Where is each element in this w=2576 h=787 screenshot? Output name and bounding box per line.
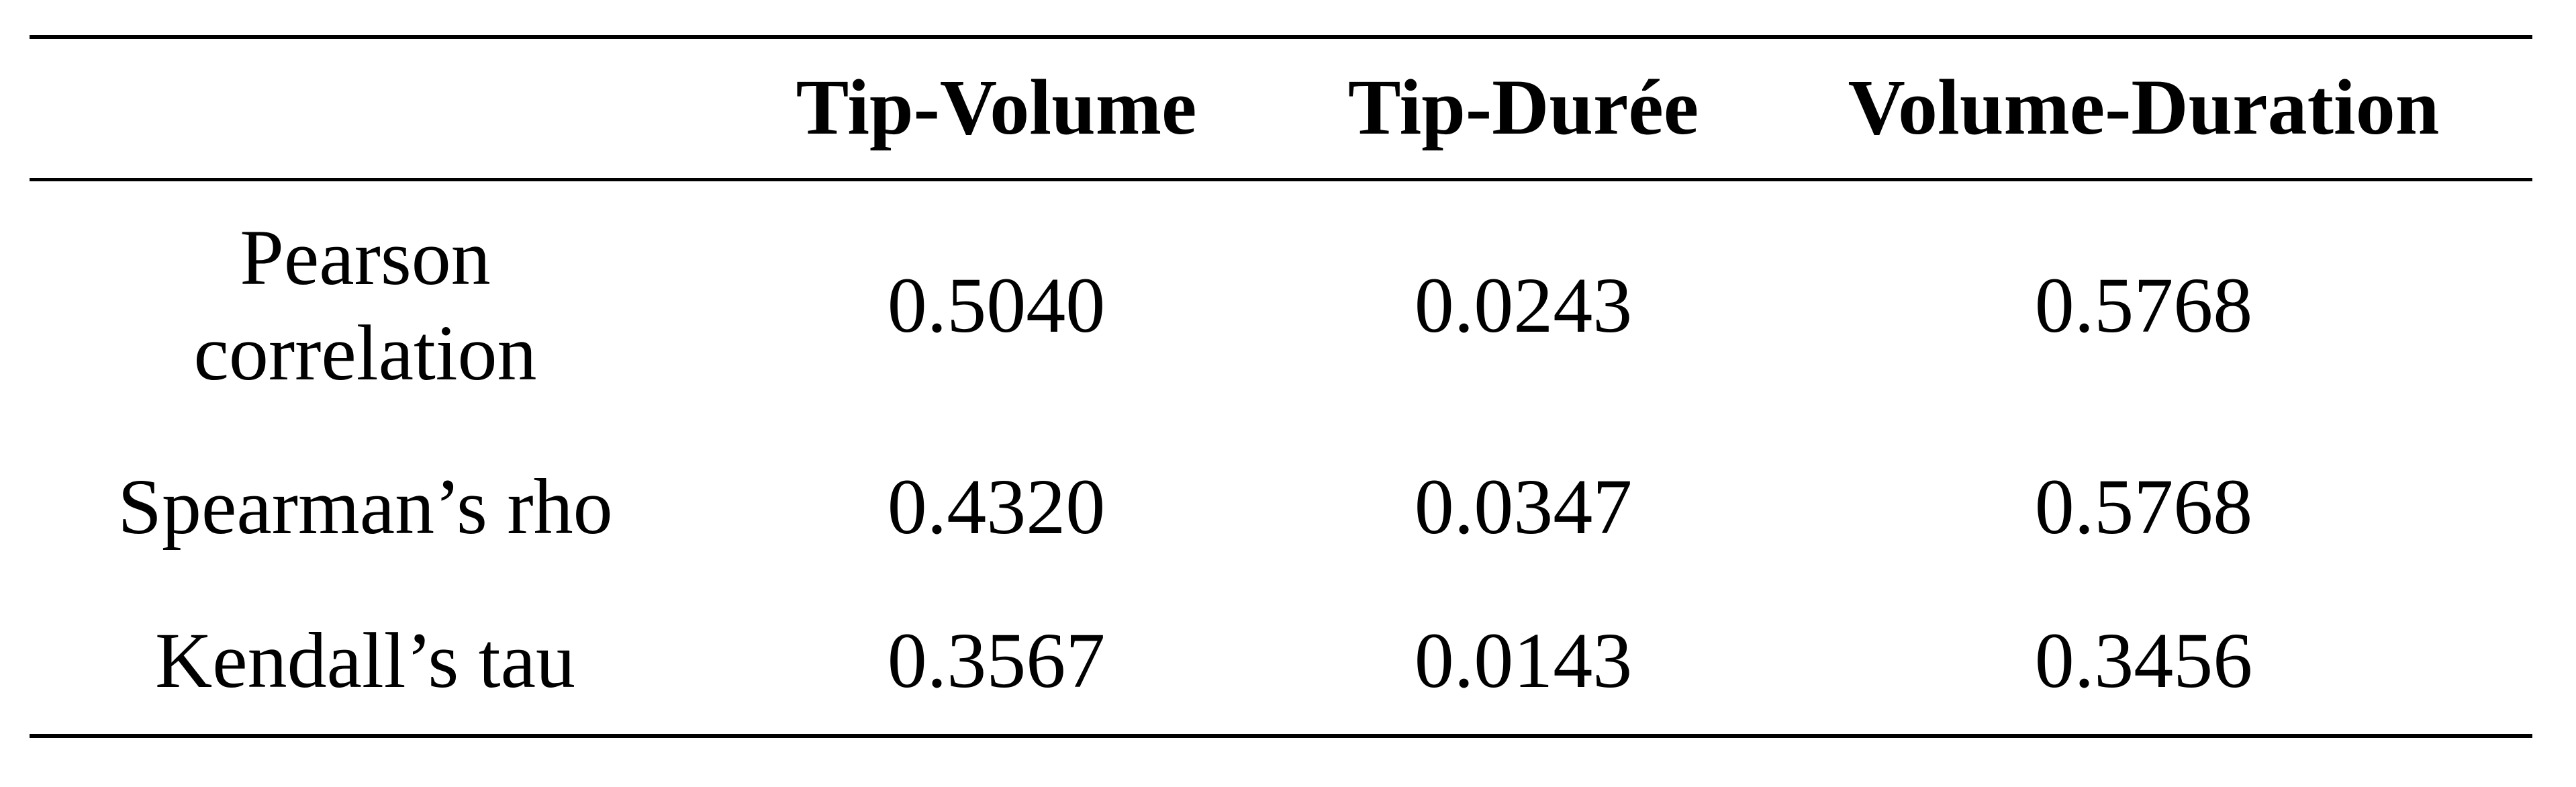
row-label-kendall: Kendall’s tau [155, 616, 575, 704]
cell-value: 0.5768 [2034, 463, 2253, 551]
table-header-rule [30, 178, 2532, 181]
header-cell-empty [30, 35, 701, 180]
table-bottom-rule [30, 734, 2532, 738]
table-row: Kendall’s tau 0.3567 0.0143 0.3456 [30, 583, 2532, 738]
cell-value: 0.5768 [2034, 261, 2253, 349]
cell-value: 0.0143 [1414, 616, 1633, 704]
correlation-table: Tip-Volume Tip-Durée Volume-Duration Pea… [30, 35, 2532, 738]
header-row: Tip-Volume Tip-Durée Volume-Duration [30, 35, 2532, 180]
table-top-rule [30, 35, 2532, 39]
cell-value: 0.3567 [887, 616, 1106, 704]
header-cell-volume-duration: Volume-Duration [1848, 63, 2440, 151]
row-label-line: Pearson [240, 214, 491, 302]
cell-value: 0.5040 [887, 261, 1106, 349]
table-row: Spearman’s rho 0.4320 0.0347 0.5768 [30, 431, 2532, 583]
header-cell-tip-volume: Tip-Volume [796, 63, 1197, 151]
row-label-line: correlation [193, 309, 537, 397]
header-cell-tip-duree: Tip-Durée [1347, 63, 1699, 151]
cell-value: 0.0347 [1414, 463, 1633, 551]
cell-value: 0.0243 [1414, 261, 1633, 349]
table-row: Pearson correlation 0.5040 0.0243 0.5768 [30, 180, 2532, 431]
cell-value: 0.3456 [2034, 616, 2253, 704]
row-label-spearman: Spearman’s rho [117, 463, 613, 551]
cell-value: 0.4320 [887, 463, 1106, 551]
row-label-pearson: Pearson correlation [30, 180, 701, 431]
